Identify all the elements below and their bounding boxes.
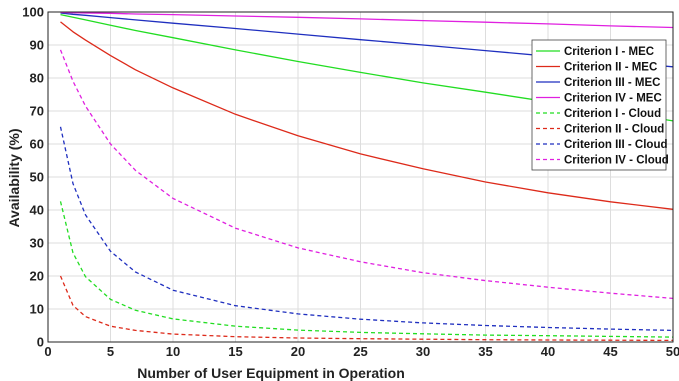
legend-entry: Criterion I - Cloud (564, 108, 661, 120)
x-tick-label: 10 (166, 344, 180, 359)
x-tick-label: 50 (666, 344, 679, 359)
legend-entry: Criterion III - Cloud (564, 139, 668, 151)
legend-entry: Criterion IV - Cloud (564, 155, 669, 167)
x-tick-label: 30 (416, 344, 430, 359)
y-tick-labels: 0 10 20 30 40 50 60 70 80 90 100 (22, 5, 44, 350)
y-tick-label: 90 (30, 38, 44, 53)
x-tick-label: 35 (478, 344, 492, 359)
x-tick-label: 5 (107, 344, 114, 359)
x-tick-label: 0 (44, 344, 51, 359)
legend-box (531, 39, 667, 171)
legend-entry: Criterion I - MEC (564, 46, 654, 58)
y-tick-label: 100 (22, 5, 44, 20)
series-line-criterion-iii-cloud (59, 126, 674, 332)
legend-entry: Criterion III - MEC (564, 77, 660, 89)
x-tick-label: 25 (353, 344, 367, 359)
y-tick-label: 40 (30, 203, 44, 218)
x-tick-label: 15 (228, 344, 242, 359)
y-tick-label: 0 (37, 335, 44, 350)
y-tick-label: 70 (30, 104, 44, 119)
series-line-criterion-i-cloud (59, 201, 674, 338)
x-tick-label: 45 (603, 344, 617, 359)
y-tick-label: 50 (30, 170, 44, 185)
series-line-criterion-ii-cloud (59, 275, 674, 342)
legend-entry: Criterion IV - MEC (564, 93, 662, 105)
x-axis-label: Number of User Equipment in Operation (137, 365, 405, 381)
legend-entry: Criterion II - Cloud (564, 124, 664, 136)
y-tick-label: 80 (30, 71, 44, 86)
y-tick-label: 20 (30, 269, 44, 284)
y-tick-label: 60 (30, 137, 44, 152)
series-line-criterion-iv-mec (60, 11, 674, 29)
series-line-criterion-iv-cloud (59, 49, 674, 300)
x-tick-labels: 0 5 10 15 20 25 30 35 40 45 50 (44, 344, 679, 359)
y-tick-label: 10 (30, 302, 44, 317)
plot-frame (47, 11, 674, 343)
y-axis-label: Availability (%) (6, 128, 22, 227)
legend-entry: Criterion II - MEC (564, 62, 657, 74)
x-tick-label: 40 (541, 344, 555, 359)
y-tick-label: 30 (30, 236, 44, 251)
legend: Criterion I - MEC Criterion II - MEC Crite… (531, 39, 669, 171)
series-line-criterion-ii-mec (60, 21, 674, 210)
x-tick-label: 20 (291, 344, 305, 359)
